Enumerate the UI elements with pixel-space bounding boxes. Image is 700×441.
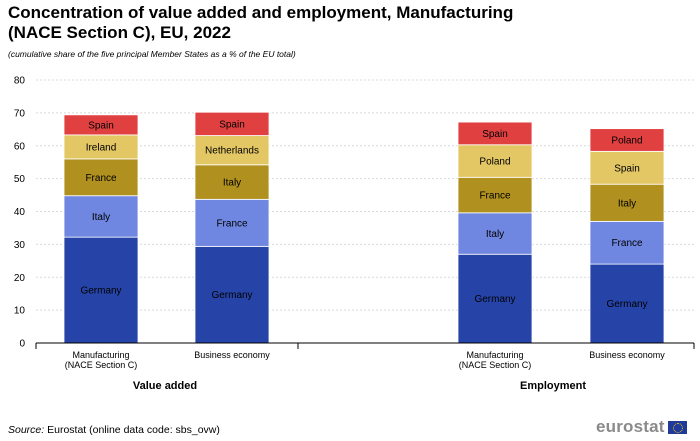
category-label: Manufacturing bbox=[72, 350, 129, 360]
bar-segment bbox=[457, 144, 533, 178]
logo-text: eurostat bbox=[596, 417, 665, 436]
segment-label: France bbox=[216, 218, 248, 229]
bar-segment bbox=[194, 135, 270, 166]
bar-segment bbox=[194, 111, 270, 136]
bar-segment bbox=[589, 150, 665, 185]
segment-label: Italy bbox=[618, 198, 636, 209]
chart-title: Concentration of value added and employm… bbox=[8, 3, 514, 42]
y-tick-label: 70 bbox=[14, 108, 26, 119]
y-tick-label: 0 bbox=[19, 339, 25, 350]
segment-label: Italy bbox=[223, 178, 241, 189]
group-label: Value added bbox=[133, 380, 197, 392]
source-text: Eurostat (online data code: sbs_ovw) bbox=[47, 424, 220, 436]
bar-segment bbox=[63, 195, 139, 238]
category-label: Business economy bbox=[194, 350, 270, 360]
eu-flag-icon bbox=[667, 420, 687, 434]
bar-segment bbox=[457, 253, 533, 344]
segment-label: France bbox=[611, 238, 643, 249]
segment-label: Italy bbox=[92, 212, 110, 223]
bar-segment bbox=[63, 114, 139, 136]
segment-label: Poland bbox=[611, 135, 642, 146]
segment-label: Italy bbox=[486, 229, 504, 240]
segment-label: Poland bbox=[479, 157, 510, 168]
segment-label: Ireland bbox=[86, 142, 117, 153]
category-label: (NACE Section C) bbox=[65, 360, 138, 370]
y-tick-label: 50 bbox=[14, 174, 26, 185]
segment-label: Germany bbox=[474, 294, 515, 305]
segment-label: France bbox=[85, 173, 117, 184]
segment-label: Spain bbox=[614, 163, 640, 174]
group-label: Employment bbox=[520, 380, 586, 392]
bar-segment bbox=[589, 183, 665, 222]
segment-label: Spain bbox=[88, 120, 114, 131]
y-tick-label: 20 bbox=[14, 273, 26, 284]
chart-subtitle: (cumulative share of the five principal … bbox=[8, 49, 296, 59]
segment-label: Germany bbox=[606, 299, 647, 310]
source-note: Source: Eurostat (online data code: sbs_… bbox=[8, 424, 220, 436]
bar-segment bbox=[63, 236, 139, 344]
bar-segment bbox=[457, 176, 533, 214]
bar-segment bbox=[589, 220, 665, 265]
segment-label: Germany bbox=[80, 286, 121, 297]
source-label: Source: bbox=[8, 424, 45, 436]
segment-label: France bbox=[479, 191, 511, 202]
y-tick-label: 30 bbox=[14, 240, 26, 251]
segment-label: Netherlands bbox=[205, 146, 259, 157]
bar-segment bbox=[63, 158, 139, 197]
y-tick-label: 80 bbox=[14, 76, 26, 87]
bar-segment bbox=[194, 164, 270, 200]
y-tick-label: 60 bbox=[14, 141, 26, 152]
segment-label: Germany bbox=[211, 290, 252, 301]
y-tick-label: 40 bbox=[14, 207, 26, 218]
segment-label: Spain bbox=[482, 129, 508, 140]
bar-segment bbox=[194, 245, 270, 344]
category-label: Business economy bbox=[589, 350, 665, 360]
stacked-bar-chart: 0 10 20 30 40 50 60 70 80 Germany Italy France Irela… bbox=[14, 76, 695, 392]
bar-segment bbox=[589, 263, 665, 344]
category-label: Manufacturing bbox=[466, 350, 523, 360]
y-tick-label: 10 bbox=[14, 306, 26, 317]
bar-segment bbox=[589, 128, 665, 152]
segment-label: Spain bbox=[219, 119, 245, 130]
eurostat-logo: eurostat bbox=[596, 417, 687, 437]
bar-segment bbox=[457, 212, 533, 255]
category-label: (NACE Section C) bbox=[459, 360, 532, 370]
bar-segment bbox=[457, 121, 533, 146]
